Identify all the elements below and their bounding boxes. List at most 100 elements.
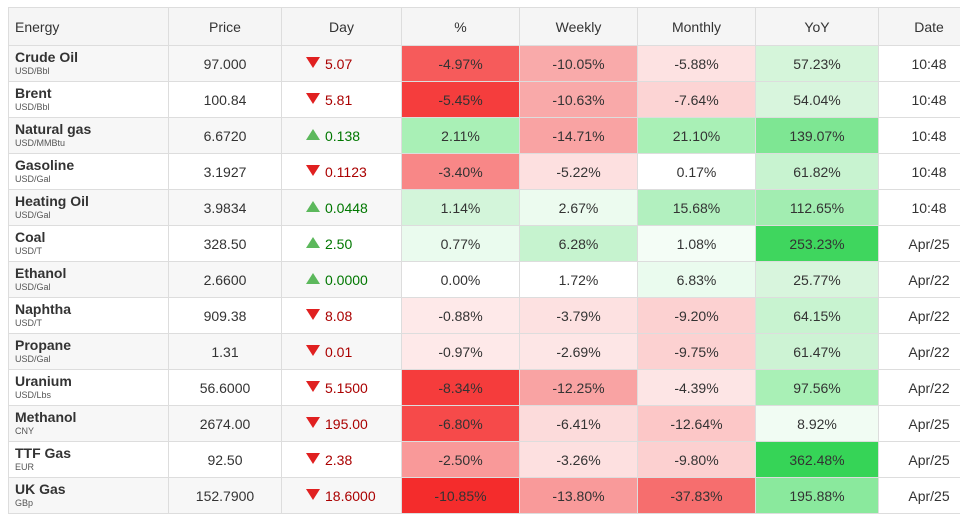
column-header: % — [401, 7, 520, 46]
price-cell: 97.000 — [168, 45, 282, 82]
column-header: YoY — [755, 7, 879, 46]
pct-cell: -3.40% — [401, 153, 520, 190]
date-cell: 10:48 — [878, 117, 960, 154]
price-cell: 56.6000 — [168, 369, 282, 406]
yoy-cell: 54.04% — [755, 81, 879, 118]
change-arrow — [306, 56, 320, 68]
monthly-cell: -12.64% — [637, 405, 756, 442]
column-header: Monthly — [637, 7, 756, 46]
commodity-unit: USD/Gal — [15, 281, 51, 292]
weekly-cell: -2.69% — [519, 333, 638, 370]
yoy-cell: 97.56% — [755, 369, 879, 406]
name-cell: Uranium USD/Lbs — [8, 369, 169, 406]
day-cell: 195.00 — [281, 405, 402, 442]
name-cell: Propane USD/Gal — [8, 333, 169, 370]
table-row: Brent USD/Bbl 100.84 5.81 -5.45% -10.63% -7.64… — [8, 81, 960, 118]
yoy-cell: 195.88% — [755, 477, 879, 514]
table-row: Methanol CNY 2674.00 195.00 -6.80% -6.41% -12.… — [8, 405, 960, 442]
change-arrow — [306, 308, 320, 320]
commodity-name: Natural gas — [15, 120, 92, 137]
date-cell: 10:48 — [878, 153, 960, 190]
table-row: Coal USD/T 328.50 2.50 0.77% 6.28% 1.08% 253.23… — [8, 225, 960, 262]
table-row: Ethanol USD/Gal 2.6600 0.0000 0.00% 1.72% 6.83… — [8, 261, 960, 298]
table-row: Heating Oil USD/Gal 3.9834 0.0448 1.14% 2.67%… — [8, 189, 960, 226]
pct-cell: -5.45% — [401, 81, 520, 118]
commodity-unit: USD/MMBtu — [15, 137, 66, 148]
commodity-name: Brent — [15, 84, 52, 101]
column-header: Energy — [8, 7, 169, 46]
name-cell: Coal USD/T — [8, 225, 169, 262]
commodity-unit: USD/T — [15, 317, 42, 328]
day-change: 2.38 — [325, 451, 353, 468]
pct-cell: -0.97% — [401, 333, 520, 370]
table-row: UK Gas GBp 152.7900 18.6000 -10.85% -13.80% -3… — [8, 477, 960, 514]
change-arrow — [306, 236, 320, 248]
price-cell: 1.31 — [168, 333, 282, 370]
table-row: Naphtha USD/T 909.38 8.08 -0.88% -3.79% -9.20%… — [8, 297, 960, 334]
yoy-cell: 61.82% — [755, 153, 879, 190]
commodity-name: TTF Gas — [15, 444, 72, 461]
day-cell: 0.01 — [281, 333, 402, 370]
date-cell: Apr/22 — [878, 297, 960, 334]
price-cell: 328.50 — [168, 225, 282, 262]
day-change: 0.0448 — [325, 199, 368, 216]
day-change: 5.1500 — [325, 379, 368, 396]
monthly-cell: 15.68% — [637, 189, 756, 226]
pct-cell: 2.11% — [401, 117, 520, 154]
pct-cell: 0.77% — [401, 225, 520, 262]
commodity-unit: USD/Gal — [15, 353, 51, 364]
day-cell: 2.38 — [281, 441, 402, 478]
monthly-cell: -4.39% — [637, 369, 756, 406]
monthly-cell: -7.64% — [637, 81, 756, 118]
commodity-unit: CNY — [15, 425, 35, 436]
name-cell: Crude Oil USD/Bbl — [8, 45, 169, 82]
commodity-name: Crude Oil — [15, 48, 79, 65]
monthly-cell: 21.10% — [637, 117, 756, 154]
day-cell: 5.1500 — [281, 369, 402, 406]
energy-table: Energy Price Day% Weekly Monthly YoY Date Crud… — [8, 7, 960, 514]
commodity-name: Uranium — [15, 372, 72, 389]
weekly-cell: -3.79% — [519, 297, 638, 334]
header-row: Energy Price Day% Weekly Monthly YoY Date — [8, 7, 960, 46]
commodity-unit: USD/Bbl — [15, 65, 50, 76]
price-cell: 152.7900 — [168, 477, 282, 514]
day-cell: 2.50 — [281, 225, 402, 262]
pct-cell: -0.88% — [401, 297, 520, 334]
price-cell: 92.50 — [168, 441, 282, 478]
change-arrow — [306, 128, 320, 140]
name-cell: Natural gas USD/MMBtu — [8, 117, 169, 154]
price-cell: 3.9834 — [168, 189, 282, 226]
pct-cell: -10.85% — [401, 477, 520, 514]
price-cell: 100.84 — [168, 81, 282, 118]
weekly-cell: -3.26% — [519, 441, 638, 478]
day-cell: 0.0448 — [281, 189, 402, 226]
pct-cell: 1.14% — [401, 189, 520, 226]
name-cell: Methanol CNY — [8, 405, 169, 442]
change-arrow — [306, 164, 320, 176]
day-change: 0.138 — [325, 127, 361, 144]
monthly-cell: 6.83% — [637, 261, 756, 298]
date-cell: Apr/25 — [878, 405, 960, 442]
day-change: 0.0000 — [325, 271, 368, 288]
table-row: Gasoline USD/Gal 3.1927 0.1123 -3.40% -5.22% 0… — [8, 153, 960, 190]
change-arrow — [306, 380, 320, 392]
yoy-cell: 8.92% — [755, 405, 879, 442]
change-arrow — [306, 416, 320, 428]
weekly-cell: -10.05% — [519, 45, 638, 82]
column-header: Day — [281, 7, 402, 46]
column-header: Price — [168, 7, 282, 46]
table-row: TTF Gas EUR 92.50 2.38 -2.50% -3.26% -9.80% 362… — [8, 441, 960, 478]
day-cell: 18.6000 — [281, 477, 402, 514]
change-arrow — [306, 92, 320, 104]
weekly-cell: -12.25% — [519, 369, 638, 406]
name-cell: TTF Gas EUR — [8, 441, 169, 478]
date-cell: Apr/22 — [878, 369, 960, 406]
weekly-cell: 6.28% — [519, 225, 638, 262]
monthly-cell: 1.08% — [637, 225, 756, 262]
commodity-unit: USD/Gal — [15, 173, 51, 184]
change-arrow — [306, 272, 320, 284]
column-header: Weekly — [519, 7, 638, 46]
name-cell: Brent USD/Bbl — [8, 81, 169, 118]
weekly-cell: 1.72% — [519, 261, 638, 298]
